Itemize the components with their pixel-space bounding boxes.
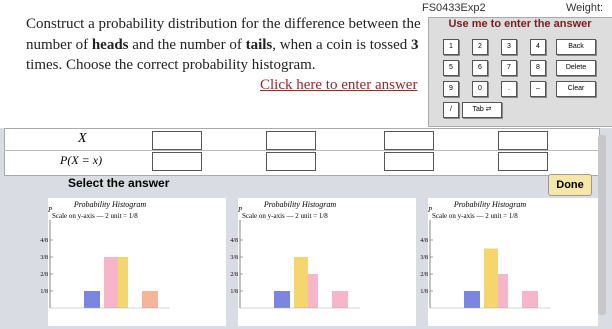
histogram-scale: Scale on y-axis — 2 unit = 1/8 <box>242 212 328 220</box>
input-box[interactable] <box>266 152 316 171</box>
text: , when a coin is tossed <box>272 37 411 53</box>
histogram-scale: Scale on y-axis — 2 unit = 1/8 <box>52 212 138 220</box>
y-tick-label: 2/8 <box>420 272 428 278</box>
histogram-title: Probability Histogram <box>263 200 337 209</box>
key[interactable]: Tab ⇄ <box>462 102 502 118</box>
y-axis-label: P <box>47 206 53 214</box>
text: number of <box>26 37 92 53</box>
y-tick-label: 1/8 <box>230 289 238 295</box>
key[interactable]: 2 <box>472 39 488 55</box>
row-label: P(X = x) <box>60 153 103 167</box>
histogram-scale: Scale on y-axis — 2 unit = 1/8 <box>432 212 518 220</box>
row-divider <box>4 150 598 151</box>
key[interactable]: 4 <box>530 39 546 55</box>
y-tick-label: 3/8 <box>420 255 428 261</box>
key[interactable]: 9 <box>443 81 459 97</box>
bar <box>484 248 498 308</box>
key[interactable]: . <box>501 81 517 97</box>
key[interactable]: 3 <box>501 39 517 55</box>
select-label: Select the answer <box>68 176 170 190</box>
y-tick-label: 2/8 <box>40 272 48 278</box>
y-tick-label: 1/8 <box>40 289 48 295</box>
input-box[interactable] <box>152 131 202 150</box>
key[interactable]: 0 <box>472 81 488 97</box>
bar <box>308 274 318 308</box>
text: heads <box>91 37 129 53</box>
key[interactable]: 7 <box>501 60 517 76</box>
y-axis-label: P <box>237 206 243 214</box>
input-box[interactable] <box>498 152 548 171</box>
answer-link[interactable]: Click here to enter answer <box>260 77 418 93</box>
y-tick-label: 1/8 <box>420 289 428 295</box>
question-line: times. Choose the correct probability hi… <box>26 57 316 73</box>
key[interactable]: 8 <box>530 60 546 76</box>
histogram-title: Probability Histogram <box>453 200 527 209</box>
input-box[interactable] <box>384 131 434 150</box>
input-box[interactable] <box>384 152 434 171</box>
key[interactable]: 5 <box>443 60 459 76</box>
question-line: Construct a probability distribution for… <box>26 16 421 32</box>
exercise-code: FS0433Exp2 <box>422 2 486 14</box>
y-tick-label: 3/8 <box>40 255 48 261</box>
key[interactable]: / <box>443 102 459 118</box>
y-tick-label: 2/8 <box>230 272 238 278</box>
row-label: X <box>78 131 87 146</box>
histograms: Probability Histogram Scale on y-axis — 2… <box>40 198 598 326</box>
key[interactable]: Back <box>556 39 596 55</box>
bar <box>118 257 128 308</box>
bar <box>142 291 158 308</box>
y-tick-label: 4/8 <box>40 238 48 244</box>
bar <box>274 291 290 308</box>
y-axis-label: P <box>427 206 433 214</box>
key[interactable]: 1 <box>443 39 459 55</box>
bar <box>332 291 348 308</box>
done-button[interactable]: Done <box>548 174 592 196</box>
y-tick-label: 4/8 <box>230 238 238 244</box>
bar <box>498 274 508 308</box>
weight-label: Weight: <box>566 2 604 14</box>
bar <box>104 257 118 308</box>
input-box[interactable] <box>152 152 202 171</box>
histogram-title: Probability Histogram <box>73 200 147 209</box>
y-tick-label: 4/8 <box>420 238 428 244</box>
text: and the number of <box>128 37 246 53</box>
key[interactable]: 6 <box>472 60 488 76</box>
key[interactable]: Clear <box>556 81 596 97</box>
histogram-option[interactable] <box>48 198 226 326</box>
bar <box>294 257 308 308</box>
input-box[interactable] <box>498 131 548 150</box>
y-tick-label: 3/8 <box>230 255 238 261</box>
histogram-option[interactable] <box>238 198 416 326</box>
key[interactable]: Delete <box>556 60 596 76</box>
text: 3 <box>410 37 419 53</box>
question-line: number of heads and the number of tails,… <box>26 37 418 54</box>
keypad-title: Use me to enter the answer <box>448 18 592 30</box>
input-box[interactable] <box>266 131 316 150</box>
bar <box>464 291 480 308</box>
bar <box>84 291 100 308</box>
bar <box>522 291 538 308</box>
histogram-option[interactable] <box>428 198 598 326</box>
text: tails <box>245 37 273 53</box>
scrollbar <box>598 135 606 315</box>
key[interactable]: – <box>530 81 546 97</box>
